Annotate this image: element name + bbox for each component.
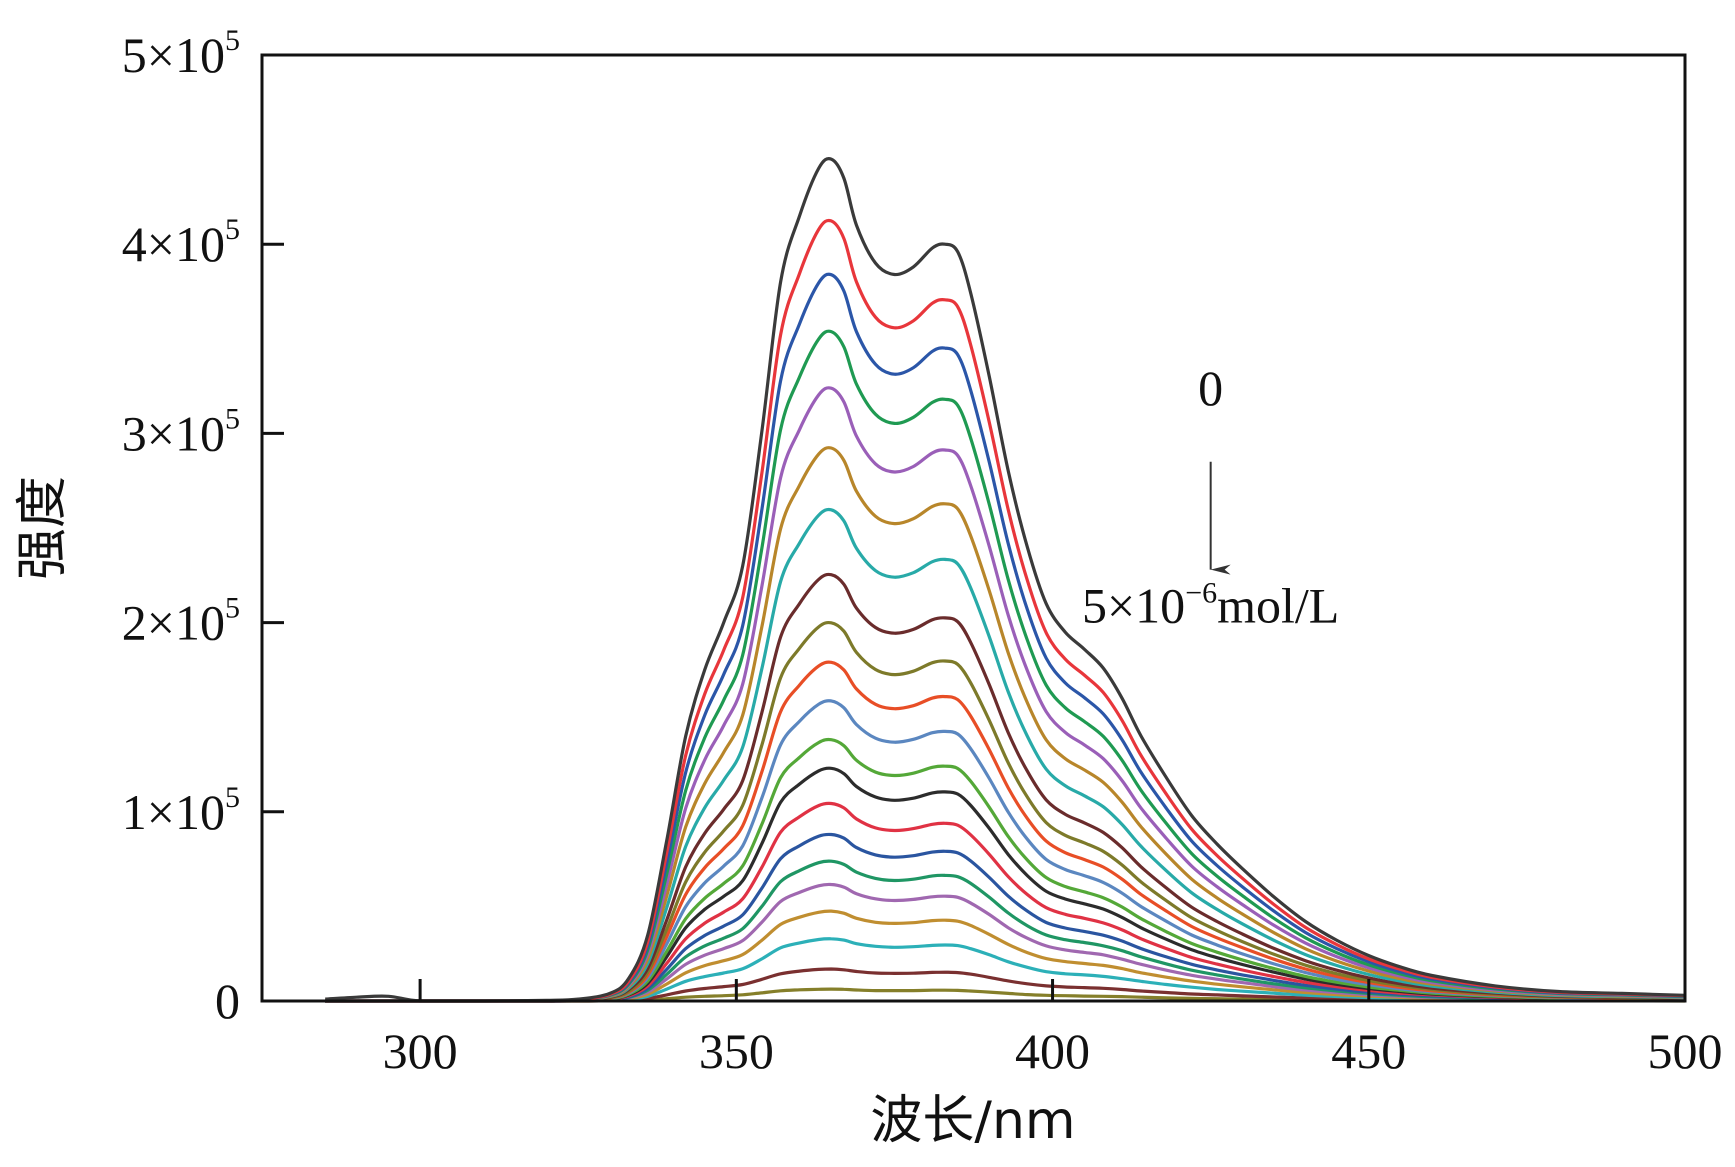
x-axis: 300 350 400 450 500 (383, 979, 1723, 1079)
series-line-8 (325, 572, 1686, 1003)
annotation-end-label: 5×10−6mol/L (1082, 577, 1339, 634)
y-tick-label-400000: 4×105 (122, 213, 240, 272)
series-line-13 (325, 766, 1686, 1003)
x-tick-label-300: 300 (383, 1023, 458, 1079)
y-axis-title: 强度 (13, 476, 73, 580)
annotation-end-exponent: −6 (1185, 577, 1217, 610)
series-line-9 (325, 620, 1686, 1003)
concentration-annotation: 0 5×10−6mol/L (1082, 360, 1339, 634)
annotation-end-unit: mol/L (1217, 578, 1339, 634)
y-tick-label-0: 0 (215, 973, 240, 1029)
series-line-15 (325, 832, 1686, 1003)
series-line-1 (325, 156, 1686, 1003)
x-tick-label-400: 400 (1015, 1023, 1090, 1079)
plot-frame (260, 53, 1687, 1003)
series-line-7 (325, 507, 1686, 1003)
y-axis: 0 1×105 2×105 3×105 4×105 5×105 (122, 24, 284, 1029)
annotation-end-mantissa: 5×10 (1082, 578, 1185, 634)
y-tick-label-100000: 1×105 (122, 781, 240, 840)
y-tick-label-500000: 5×105 (122, 24, 240, 83)
series-line-2 (325, 218, 1686, 1003)
x-axis-title: 波长/nm (870, 1091, 1075, 1151)
y-tick-label-200000: 2×105 (122, 592, 240, 651)
y-tick-label-300000: 3×105 (122, 402, 240, 461)
series-layer (325, 156, 1686, 1003)
x-tick-label-500: 500 (1648, 1023, 1723, 1079)
x-tick-label-450: 450 (1331, 1023, 1406, 1079)
annotation-start-label: 0 (1198, 360, 1223, 416)
x-tick-label-350: 350 (699, 1023, 774, 1079)
series-line-4 (325, 329, 1686, 1003)
